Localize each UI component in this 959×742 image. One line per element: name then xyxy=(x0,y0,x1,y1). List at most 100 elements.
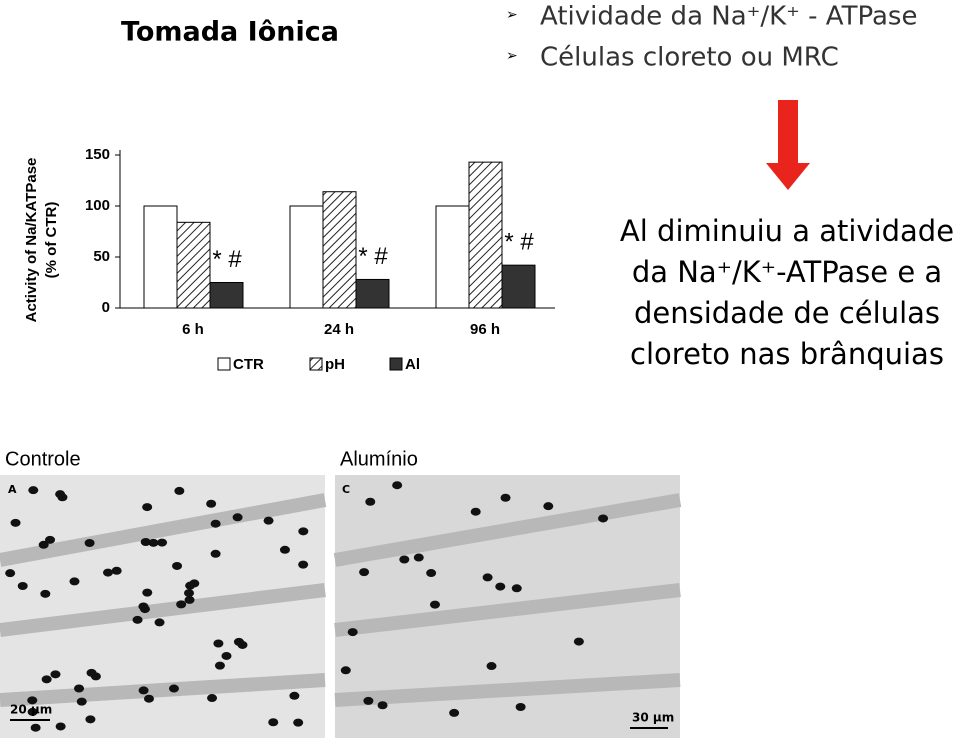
panel-label: C xyxy=(342,483,350,496)
cell xyxy=(214,661,225,670)
y-tick-label: 50 xyxy=(93,248,110,265)
cell xyxy=(176,600,187,609)
legend-swatch xyxy=(389,357,403,371)
cell xyxy=(143,694,154,703)
cell xyxy=(263,516,274,525)
y-axis-label: Activity of Na/KATPase xyxy=(23,158,40,323)
cell xyxy=(289,691,300,700)
cell xyxy=(359,568,370,577)
bar xyxy=(355,278,390,309)
cell xyxy=(189,579,200,588)
legend-label: pH xyxy=(325,356,345,373)
annotation: * # xyxy=(212,246,242,273)
legend-swatch xyxy=(217,357,231,371)
y-tick-label: 150 xyxy=(85,146,110,163)
bar xyxy=(289,205,324,309)
cell xyxy=(495,582,506,591)
cell xyxy=(85,715,96,724)
cell xyxy=(470,507,481,516)
red-arrow xyxy=(766,100,810,190)
y-tick-label: 100 xyxy=(85,197,110,214)
cell xyxy=(27,707,38,716)
cell xyxy=(298,527,309,536)
cell xyxy=(268,718,279,727)
cell xyxy=(511,584,522,593)
cell xyxy=(486,662,497,671)
cell xyxy=(10,518,21,527)
lamella xyxy=(333,493,682,567)
annotation: * # xyxy=(504,229,534,256)
cell xyxy=(5,569,16,578)
bullet-icon: ➢ xyxy=(506,7,518,23)
legend-swatch xyxy=(309,357,323,371)
cell xyxy=(74,684,85,693)
legend-label: CTR xyxy=(233,356,264,373)
micrographs xyxy=(0,475,682,738)
cell xyxy=(233,637,244,646)
cell xyxy=(157,538,168,547)
scale-bar-label: 30 µm xyxy=(632,711,674,725)
cell xyxy=(184,589,195,598)
cell xyxy=(154,618,165,627)
cell xyxy=(221,651,232,660)
cell xyxy=(426,569,437,578)
bar xyxy=(209,282,244,309)
bullet: Atividade da Na⁺/K⁺ - ATPase xyxy=(540,2,917,32)
cell xyxy=(399,555,410,564)
cell xyxy=(30,723,41,732)
chart: Activity of Na/KATPase (% of CTR) 0 50 100… xyxy=(23,146,555,373)
cell xyxy=(347,628,358,637)
conclusion-line: cloreto nas brânquias xyxy=(630,337,944,371)
cell xyxy=(515,702,526,711)
cell xyxy=(168,684,179,693)
cell xyxy=(207,694,218,703)
bar xyxy=(322,191,357,309)
cell xyxy=(142,588,153,597)
cell xyxy=(482,573,493,582)
cell xyxy=(69,577,80,586)
cell xyxy=(174,486,185,495)
cell xyxy=(45,535,56,544)
slide-title: Tomada Iônica xyxy=(121,17,339,48)
cell xyxy=(138,602,149,611)
scale-bar-label: 20 µm xyxy=(10,703,52,717)
cell xyxy=(138,686,149,695)
cell xyxy=(184,595,195,604)
annotation: * # xyxy=(358,243,388,270)
x-tick-label: 6 h xyxy=(182,321,204,338)
lamella xyxy=(334,583,681,637)
cell xyxy=(365,497,376,506)
cell xyxy=(210,549,221,558)
cell xyxy=(55,722,66,731)
y-axis-unit: (% of CTR) xyxy=(43,202,60,279)
cell xyxy=(232,513,243,522)
cell xyxy=(500,493,511,502)
cell xyxy=(293,718,304,727)
cell xyxy=(55,490,66,499)
cell xyxy=(279,545,290,554)
cell xyxy=(111,566,122,575)
cell xyxy=(76,697,87,706)
cell xyxy=(27,696,38,705)
cell xyxy=(40,589,51,598)
bar xyxy=(435,205,470,309)
x-tick-label: 24 h xyxy=(324,321,354,338)
legend-label: Al xyxy=(405,356,420,373)
cell xyxy=(140,537,151,546)
conclusion-line: densidade de células xyxy=(634,296,940,330)
cell xyxy=(84,538,95,547)
cell xyxy=(449,708,460,717)
cell xyxy=(213,639,224,648)
cell xyxy=(206,499,217,508)
cell xyxy=(142,503,153,512)
panel-label: A xyxy=(8,483,17,496)
lamella xyxy=(334,673,681,707)
cell xyxy=(50,670,61,679)
cell xyxy=(41,675,52,684)
cell xyxy=(172,561,183,570)
cell xyxy=(28,486,39,495)
cell xyxy=(392,481,403,490)
cell xyxy=(573,637,584,646)
cell xyxy=(429,600,440,609)
